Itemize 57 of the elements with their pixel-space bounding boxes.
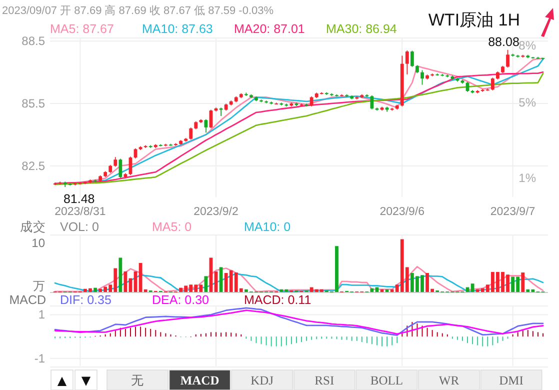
series-label: DEA: 0.30: [152, 293, 210, 307]
text: BOLL: [370, 374, 404, 388]
candlestick: [410, 50, 414, 68]
x-tick-label: 2023/9/6: [380, 206, 425, 218]
annotation: 88.08: [488, 34, 520, 49]
bar: [521, 272, 525, 292]
x-tick-label: 2023/8/31: [54, 206, 106, 218]
chart-title: WTI原油 1H: [428, 10, 520, 30]
y-tick-label: -1: [34, 351, 46, 366]
chart-title: 成交: [20, 219, 46, 234]
text: 10: [32, 236, 46, 250]
text: ▲: [57, 374, 68, 388]
text: MA20: 87.01: [234, 22, 305, 36]
text: WR: [438, 374, 460, 388]
candlestick: [466, 81, 470, 92]
text: MA5: 0: [152, 220, 192, 234]
candlestick: [310, 96, 314, 107]
text: KDJ: [250, 374, 274, 388]
candlestick: [114, 156, 118, 168]
text: DMI: [499, 374, 524, 388]
candlestick: [189, 127, 193, 140]
text: RSI: [314, 374, 334, 388]
bar: [118, 258, 122, 292]
candlestick: [405, 50, 409, 75]
text: ▼: [81, 374, 92, 388]
candlestick: [490, 77, 494, 91]
chart-subtitle: 2023/09/07 开 87.69 高 87.69 收 87.67 低 87.59 -0.03%: [2, 4, 274, 17]
y2-tick-label: 8%: [518, 38, 536, 53]
candlestick: [506, 49, 510, 68]
candlestick: [204, 118, 208, 134]
candlestick: [134, 148, 138, 159]
y2-tick-label: 5%: [518, 95, 536, 110]
y-tick-label: 88.5: [22, 34, 46, 48]
candlestick: [420, 70, 424, 86]
chart-title: MACD: [9, 293, 46, 307]
text: VOL: 0: [60, 220, 99, 234]
text: MA10: 0: [244, 220, 291, 234]
y-tick-label: 85.5: [22, 96, 46, 110]
bar: [204, 276, 208, 292]
text: MACD: 0.11: [244, 293, 312, 307]
y-tick-label: 1: [38, 308, 46, 322]
candlestick: [118, 158, 122, 178]
text: MA5: 87.67: [50, 22, 114, 36]
bar: [94, 288, 97, 292]
text: MACD: [180, 374, 220, 388]
text: MA10: 87.63: [142, 22, 213, 36]
text: 万: [33, 279, 45, 293]
text: MA30: 86.94: [326, 22, 397, 36]
y2-tick-label: 1%: [518, 171, 536, 186]
x-tick-label: 2023/9/2: [194, 206, 238, 218]
text: 无: [131, 374, 144, 388]
annotation: 81.48: [63, 192, 95, 206]
x-tick-label: 2023/9/7: [490, 206, 536, 218]
y-tick-label: 82.5: [22, 158, 46, 173]
candlestick: [370, 94, 374, 110]
bar: [144, 289, 148, 292]
series-label: DIF: 0.35: [60, 293, 112, 307]
